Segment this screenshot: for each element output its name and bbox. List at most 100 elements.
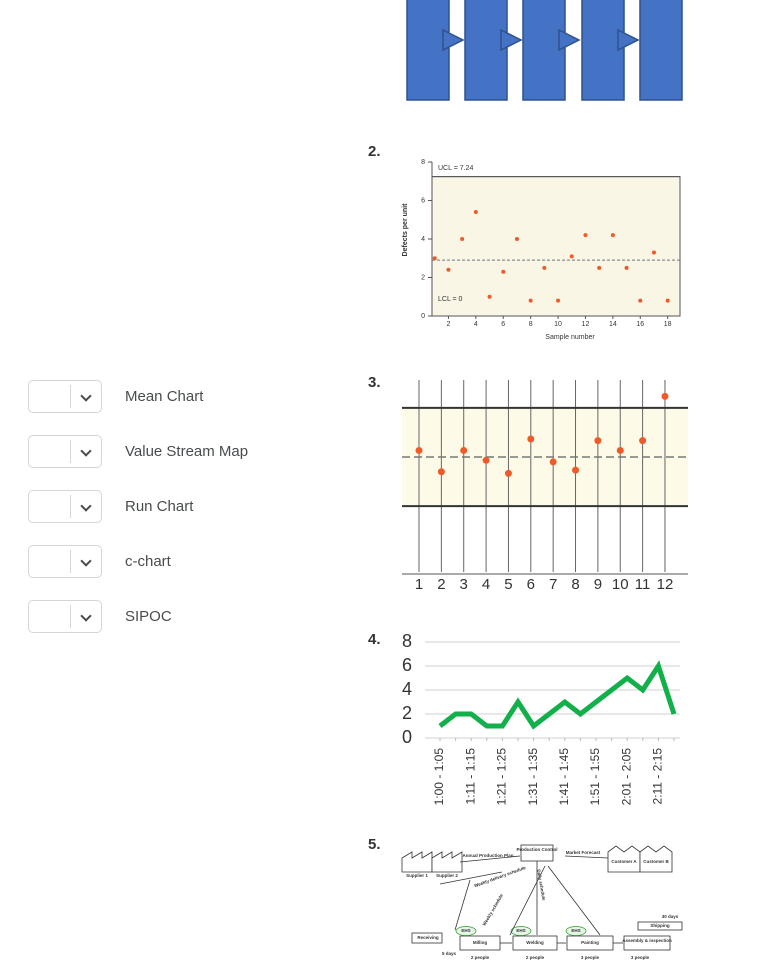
flow-arrow xyxy=(564,855,609,859)
x-tick-label: 12 xyxy=(582,321,590,328)
x-tick-label: 6 xyxy=(527,576,535,593)
vsm-label: 3 people xyxy=(631,955,650,960)
y-tick-label: 8 xyxy=(421,159,425,166)
process-image xyxy=(406,0,683,101)
y-tick-label: 4 xyxy=(421,236,425,243)
figure-number: 2. xyxy=(368,143,381,160)
dropdown[interactable] xyxy=(28,490,102,523)
point xyxy=(446,267,451,272)
point xyxy=(651,250,656,255)
x-tick-label: 2:11 - 2:15 xyxy=(651,748,665,805)
vsm-label: Market Forecast xyxy=(566,850,601,855)
point xyxy=(556,298,561,303)
y-tick-label: 4 xyxy=(402,679,412,699)
option-label: c-chart xyxy=(125,553,171,570)
vsm-label: Production Control xyxy=(517,847,558,852)
y-tick-label: 8 xyxy=(402,631,412,651)
divider xyxy=(70,385,71,408)
x-tick-label: 1:31 - 1:35 xyxy=(526,748,540,806)
dropdown[interactable] xyxy=(28,380,102,413)
point xyxy=(661,392,669,400)
process-box xyxy=(637,921,683,931)
option-label: Value Stream Map xyxy=(125,443,249,460)
figure-number: 4. xyxy=(368,631,381,648)
point xyxy=(597,265,602,270)
point xyxy=(501,269,506,274)
vsm-label: EHS xyxy=(571,928,580,933)
vsm-label: 3 people xyxy=(581,955,600,960)
figure-number: 5. xyxy=(368,836,381,853)
dropdown[interactable] xyxy=(28,600,102,633)
x-tick-label: 18 xyxy=(664,321,672,328)
point xyxy=(572,466,580,474)
point xyxy=(473,210,478,215)
x-tick-label: 10 xyxy=(554,321,562,328)
x-tick-label: 2 xyxy=(437,576,445,593)
x-tick-label: 1:00 - 1:05 xyxy=(432,748,446,806)
point xyxy=(616,446,624,454)
process-box xyxy=(623,935,671,951)
ehs-badge xyxy=(565,926,587,936)
x-tick-label: 1:51 - 1:55 xyxy=(588,748,602,806)
x-tick-label: 9 xyxy=(594,576,602,593)
vsm-label: 2 people xyxy=(471,955,490,960)
vsm-label: Milling xyxy=(473,940,487,945)
vsm-label: Supplier 1 xyxy=(406,873,428,878)
ehs-badge xyxy=(510,926,532,936)
y-axis-label: Defects per unit xyxy=(402,203,409,257)
plot-area xyxy=(431,176,681,317)
vsm-label: Weekly schedule xyxy=(482,892,505,926)
x-tick-label: 5 xyxy=(504,576,512,593)
line xyxy=(438,660,677,730)
point xyxy=(638,298,643,303)
ehs-badge xyxy=(455,926,477,936)
x-tick-label: 6 xyxy=(501,321,505,328)
point xyxy=(460,237,465,241)
point xyxy=(665,298,670,303)
vsm-label: 5 days xyxy=(442,951,457,956)
point xyxy=(542,265,547,270)
point xyxy=(460,446,468,454)
dropdown[interactable] xyxy=(28,545,102,578)
customer-factory xyxy=(639,845,673,873)
x-tick-label: 11 xyxy=(635,576,651,593)
x-tick-label: 8 xyxy=(571,576,579,593)
vsm-label: Weekly delivery schedule xyxy=(473,865,526,888)
vsm-label: Assembly & inspection xyxy=(622,938,672,943)
vsm-label: 30 days xyxy=(662,914,679,919)
dropdown[interactable] xyxy=(28,435,102,468)
x-tick-label: 10 xyxy=(612,576,629,593)
vsm-label: 2 people xyxy=(526,955,545,960)
x-tick-label: 2:01 - 2:05 xyxy=(619,748,633,806)
control-band xyxy=(402,407,688,507)
vsm-label: Customer A xyxy=(611,859,637,864)
vsm-label: Annual Production Plan xyxy=(462,853,513,858)
divider xyxy=(70,440,71,463)
y-tick-label: 6 xyxy=(421,197,425,204)
point xyxy=(594,437,602,445)
x-tick-label: 7 xyxy=(549,576,557,593)
point xyxy=(527,435,535,443)
divider xyxy=(70,550,71,573)
y-tick-label: 0 xyxy=(402,727,412,747)
point xyxy=(487,294,492,299)
point xyxy=(549,458,557,466)
option-label: Mean Chart xyxy=(125,388,204,405)
x-tick-label: 8 xyxy=(529,321,533,328)
x-tick-label: 12 xyxy=(657,576,674,593)
flow-arrow xyxy=(454,879,471,931)
point xyxy=(569,254,574,259)
option-label: Run Chart xyxy=(125,498,194,515)
x-tick-label: 2 xyxy=(446,321,450,328)
x-tick-label: 4 xyxy=(482,576,490,593)
point xyxy=(415,446,423,454)
vsm-label: Welding xyxy=(526,940,544,945)
y-tick-label: 0 xyxy=(421,313,425,320)
vsm-label: Daily schedule xyxy=(536,869,546,901)
flow-arrow xyxy=(439,871,503,885)
divider xyxy=(70,605,71,628)
flow-arrow xyxy=(459,855,521,863)
flow-arrow xyxy=(509,865,546,936)
